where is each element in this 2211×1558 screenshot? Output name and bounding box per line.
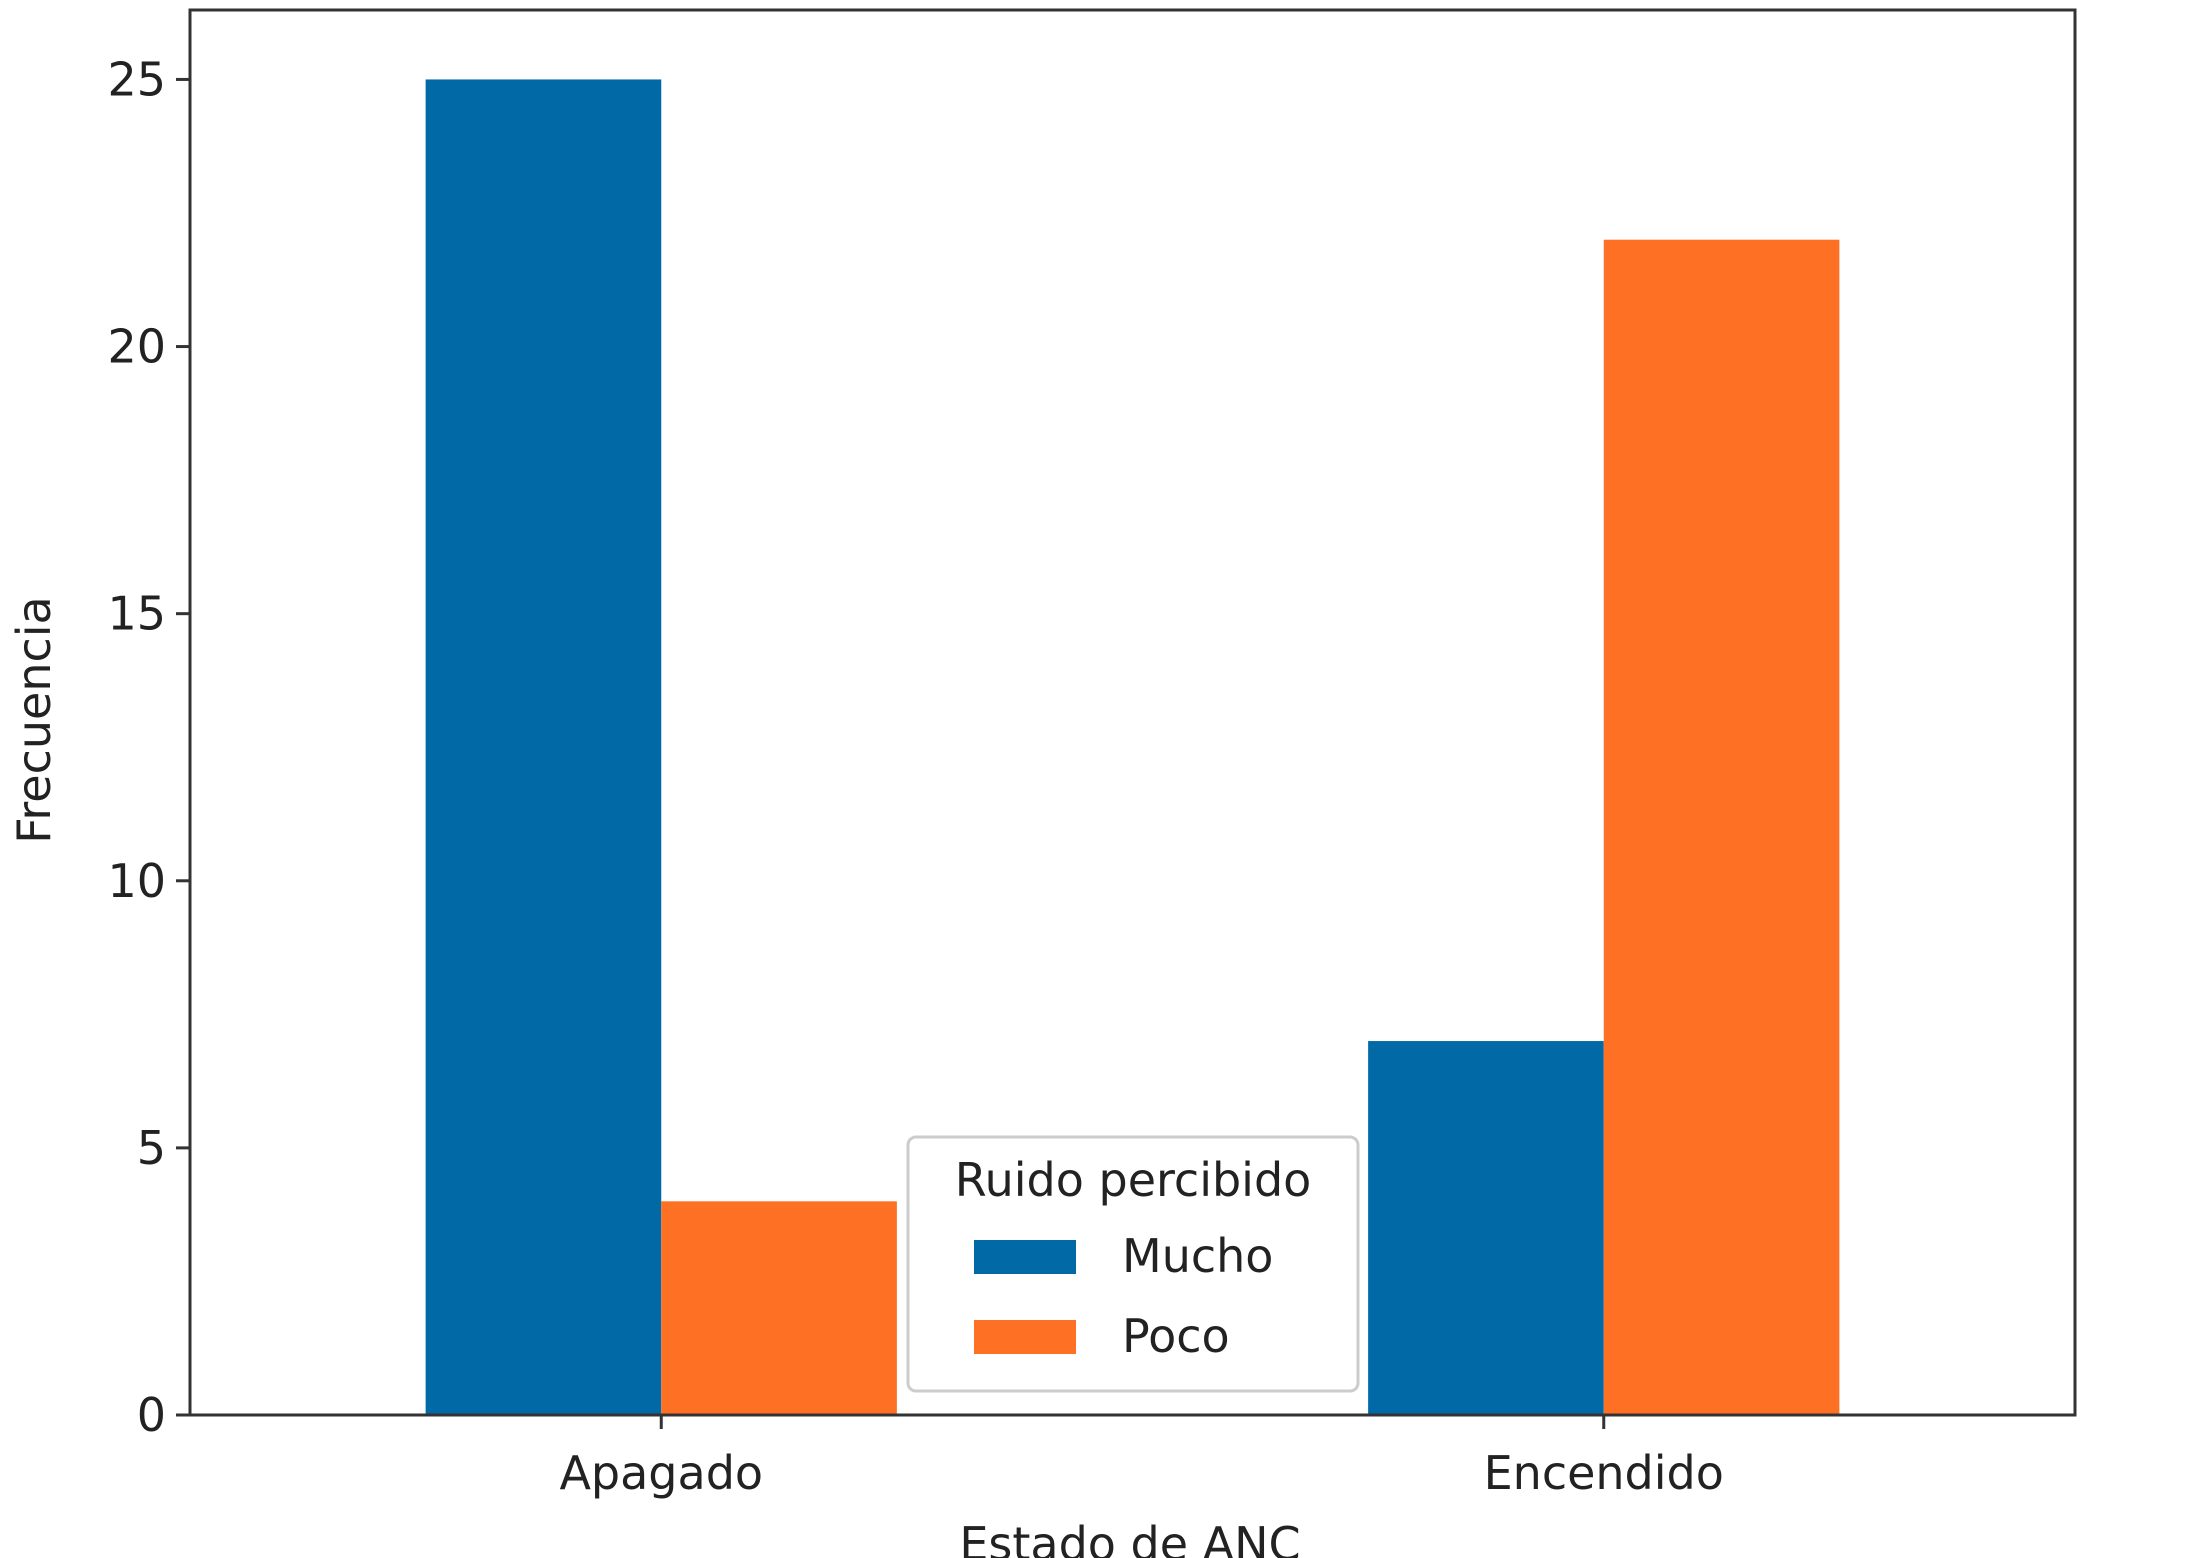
- y-tick-label: 10: [107, 854, 166, 908]
- y-tick-label: 15: [107, 587, 166, 641]
- bar-poco-encendido: [1603, 239, 1840, 1415]
- legend-title: Ruido percibido: [955, 1153, 1312, 1207]
- legend-swatch-poco: [974, 1320, 1076, 1354]
- y-axis: 0 5 10 15 20 25: [107, 52, 190, 1442]
- x-tick-label-encendido: Encendido: [1484, 1446, 1724, 1500]
- legend-label-mucho: Mucho: [1122, 1229, 1273, 1283]
- y-axis-label: Frecuencia: [7, 596, 61, 843]
- bar-mucho-encendido: [1368, 1041, 1604, 1415]
- plot-frame: [188, 8, 2077, 1417]
- y-tick-label: 5: [137, 1121, 166, 1175]
- legend-label-poco: Poco: [1122, 1309, 1230, 1363]
- bar-poco-apagado: [661, 1201, 897, 1415]
- x-axis-label: Estado de ANC: [959, 1517, 1300, 1558]
- x-tick-label-apagado: Apagado: [559, 1446, 763, 1500]
- y-tick-label: 25: [107, 52, 166, 106]
- bar-mucho-apagado: [425, 79, 662, 1415]
- legend-swatch-mucho: [974, 1240, 1076, 1274]
- y-tick-label: 20: [107, 320, 166, 374]
- bars-layer: [425, 79, 1840, 1415]
- y-tick-label: 0: [137, 1388, 166, 1442]
- legend: Ruido percibido Mucho Poco: [906, 1135, 1360, 1393]
- x-axis: Apagado Encendido: [559, 1415, 1724, 1500]
